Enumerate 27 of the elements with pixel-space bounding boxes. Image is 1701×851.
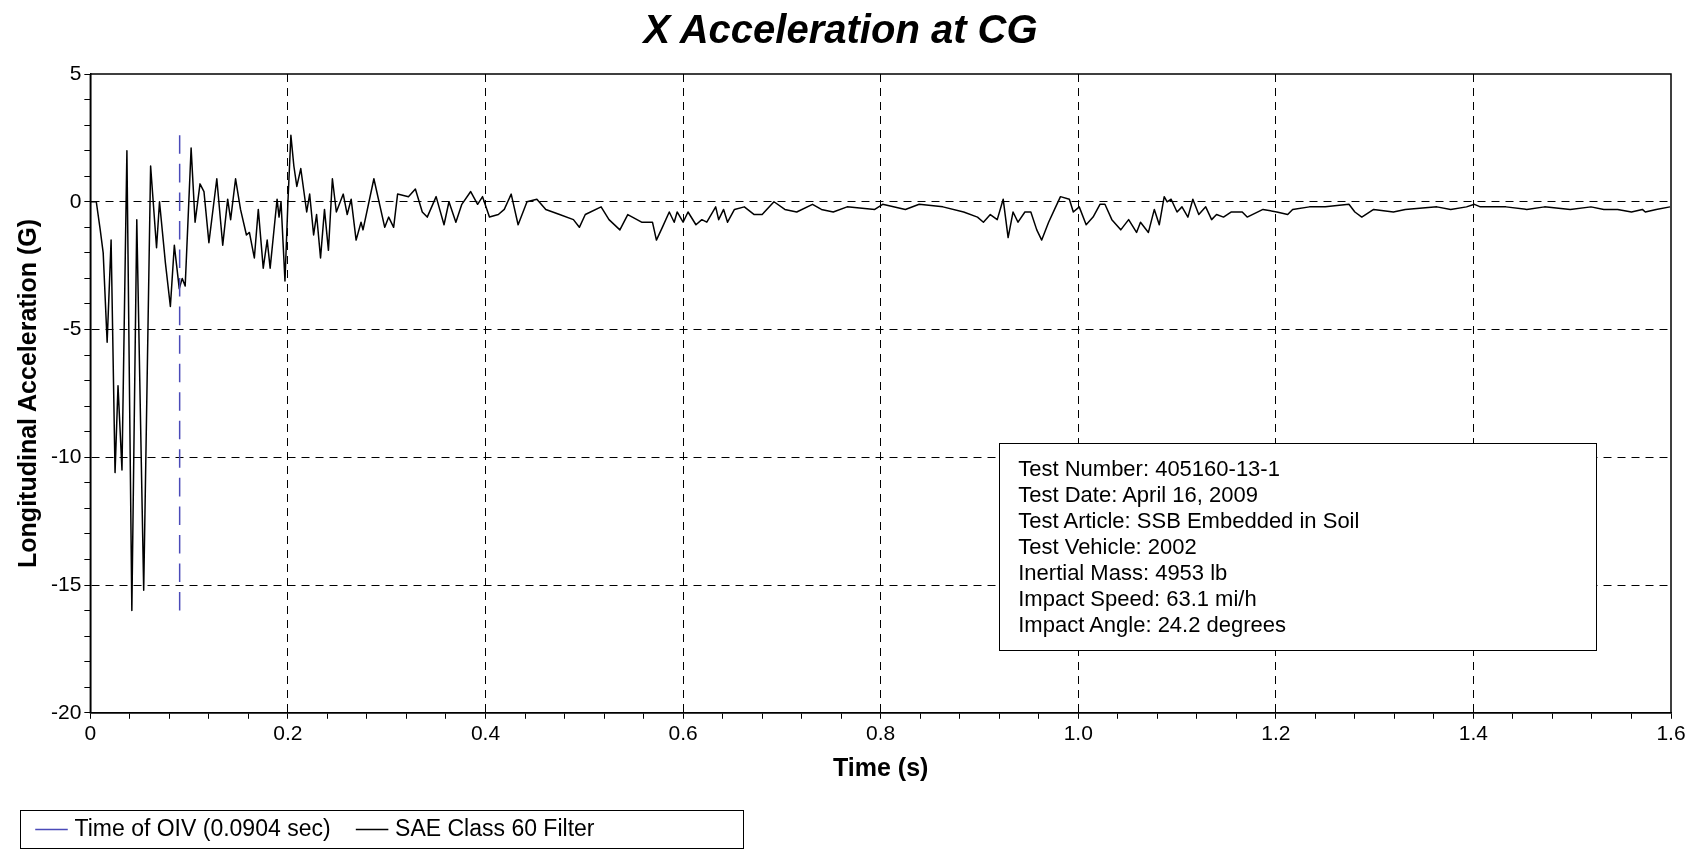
annotation: Impact Speed: 63.1 mi/h [1018,585,1258,612]
legend-label: Time of OIV (0.0904 sec) [74,814,331,841]
y-tick-label: -5 [62,316,82,340]
annotation: Inertial Mass: 4953 lb [1018,559,1229,586]
annotation: Test Date: April 16, 2009 [1018,481,1259,508]
legend-label: SAE Class 60 Filter [395,814,595,841]
y-tick-label: 5 [69,60,82,84]
x-axis-title: Time (s) [832,752,929,781]
x-tick-label: 0 [84,721,97,745]
y-axis-title: Longitudinal Acceleration (G) [12,218,41,568]
x-tick-label: 0.4 [470,721,501,745]
chart-title: X Acceleration at CG [641,7,1038,52]
x-tick-label: 1.0 [1063,721,1093,745]
annotation: Impact Angle: 24.2 degrees [1018,611,1288,638]
y-tick-label: -15 [50,571,82,595]
x-tick-label: 0.8 [866,721,896,745]
x-tick-label: 1.2 [1261,721,1291,745]
y-tick-label: -10 [50,444,82,468]
x-tick-label: 0.2 [273,721,303,745]
y-tick-label: -20 [50,699,82,723]
annotation: Test Number: 405160-13-1 [1018,455,1281,482]
annotation: Test Article: SSB Embedded in Soil [1018,507,1361,534]
x-tick-label: 0.6 [668,721,698,745]
annotation: Test Vehicle: 2002 [1018,533,1198,560]
x-tick-label: 1.6 [1656,721,1686,745]
x-tick-label: 1.4 [1458,721,1489,745]
y-tick-label: 0 [69,188,82,212]
